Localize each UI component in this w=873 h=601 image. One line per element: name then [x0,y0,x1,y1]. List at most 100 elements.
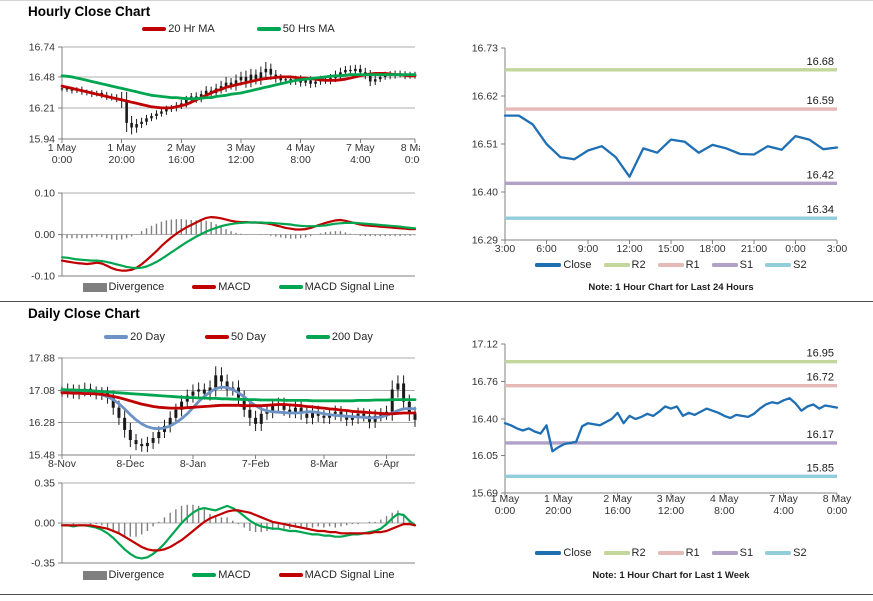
svg-text:4:00: 4:00 [773,505,794,517]
svg-text:15:00: 15:00 [658,243,684,255]
divergence-swatch-icon [82,570,107,580]
legend-label: MACD Signal Line [304,569,395,581]
20-day-swatch-icon [104,335,129,339]
legend-item-r1: R1 [657,259,700,271]
legend-item-close: Close [535,547,592,559]
r1-swatch-icon [657,263,684,267]
svg-text:20:00: 20:00 [545,505,571,517]
pivot-level-value-r2: 16.68 [806,56,834,68]
legend-item-s2: S2 [765,259,807,271]
svg-text:-0.35: -0.35 [31,558,55,569]
svg-text:-0.10: -0.10 [31,271,55,283]
daily-pivot-note: Note: 1 Hour Chart for Last 1 Week [592,570,750,581]
legend-label: R1 [685,259,700,271]
svg-text:9:00: 9:00 [578,243,599,255]
pivot-level-value-s1: 16.42 [806,169,834,181]
hourly-close-chart: 16.74 16.48 16.21 15.94 1 May 0:00 1 May 20:00 2… [18,40,420,172]
series-line-close [503,114,839,178]
svg-text:16.40: 16.40 [472,187,498,199]
daily-pivot-legend: Close R2 R1 S1 S2 [505,547,837,559]
daily-macd-legend: Divergence MACD MACD Signal Line [62,569,415,581]
legend-label: Close [563,259,592,271]
200-day-swatch-icon [305,335,330,339]
svg-text:8:00: 8:00 [714,505,735,517]
legend-label: R2 [631,547,646,559]
legend-item-s2: S2 [765,547,807,559]
hourly-pivot-note: Note: 1 Hour Chart for Last 24 Hours [588,282,754,293]
legend-item-r2: R2 [603,547,646,559]
svg-text:0:00: 0:00 [52,154,73,166]
svg-text:2 May: 2 May [603,493,632,505]
hourly-pivot-chart: 16.73 16.62 16.51 16.40 16.29 3:00 6:00 9:00 12:… [455,38,865,258]
legend-item-20-hr-ma: 20 Hr MA [142,23,215,35]
50-day-swatch-icon [205,335,229,339]
svg-text:16.62: 16.62 [472,91,498,103]
svg-text:8-Dec: 8-Dec [116,458,144,470]
svg-text:6-Apr: 6-Apr [374,458,400,470]
svg-text:16:00: 16:00 [168,154,194,166]
series-line-macd [60,504,417,560]
legend-item-macd: MACD [192,569,251,581]
svg-text:0:00: 0:00 [405,154,420,166]
legend-label: Divergence [108,569,165,581]
svg-text:1 May: 1 May [544,493,573,505]
legend-item-close: Close [535,259,592,271]
svg-text:16.29: 16.29 [472,235,498,247]
legend-item-macd-signal-line: MACD Signal Line [278,569,395,581]
legend-label: Close [563,547,592,559]
close-swatch-icon [535,551,562,555]
r2-swatch-icon [603,551,630,555]
svg-text:1 May: 1 May [107,142,136,154]
svg-text:8-Nov: 8-Nov [48,458,77,470]
svg-text:7 May: 7 May [346,142,375,154]
svg-text:16.05: 16.05 [472,450,498,462]
svg-text:8 May: 8 May [823,493,852,505]
svg-text:21:00: 21:00 [741,243,767,255]
legend-label: 200 Day [331,331,373,343]
legend-label: 50 Day [231,331,266,343]
svg-text:16.40: 16.40 [472,414,498,426]
hourly-macd-chart: 0.10 0.00 -0.10 [18,186,420,282]
20-hr-ma-swatch-icon [142,27,167,31]
hourly-section-title: Hourly Close Chart [28,4,151,19]
svg-text:20:00: 20:00 [109,154,135,166]
legend-label: S1 [739,547,754,559]
divergence-swatch-icon [82,282,107,292]
legend-label: 50 Hrs MA [282,23,335,35]
svg-text:1 May: 1 May [491,493,520,505]
svg-text:15.94: 15.94 [29,134,55,146]
candlestick-series [60,366,417,453]
svg-text:16.51: 16.51 [472,139,498,151]
pivot-level-value-r1: 16.59 [806,95,834,107]
svg-text:3:00: 3:00 [827,243,848,255]
daily-section-title: Daily Close Chart [28,306,140,321]
s1-swatch-icon [711,551,738,555]
pivot-level-value-s1: 16.17 [806,429,834,441]
legend-label: MACD Signal Line [304,281,395,293]
legend-item-r1: R1 [657,547,700,559]
section-divider-bottom [0,594,873,595]
svg-text:15.48: 15.48 [29,450,55,462]
legend-item-20-day: 20 Day [104,331,165,343]
svg-text:4 May: 4 May [710,493,739,505]
legend-item-divergence: Divergence [82,281,164,293]
svg-text:8-Jan: 8-Jan [180,458,206,470]
svg-text:2 May: 2 May [167,142,196,154]
pivot-level-value-r1: 16.72 [806,372,834,384]
svg-text:4:00: 4:00 [350,154,371,166]
series-line-close [503,397,839,453]
legend-item-r2: R2 [603,259,646,271]
svg-text:7-Feb: 7-Feb [242,458,270,470]
svg-text:17.08: 17.08 [29,385,55,397]
legend-item-s1: S1 [711,259,753,271]
series-line-macd-signal-line [60,221,417,270]
svg-text:6:00: 6:00 [536,243,557,255]
svg-text:0.00: 0.00 [35,518,56,530]
svg-text:3:00: 3:00 [495,243,516,255]
hourly-macd-legend: Divergence MACD MACD Signal Line [62,281,415,293]
r2-swatch-icon [603,263,630,267]
svg-text:0:00: 0:00 [785,243,806,255]
daily-close-legend: 20 Day 50 Day 200 Day [62,331,415,343]
